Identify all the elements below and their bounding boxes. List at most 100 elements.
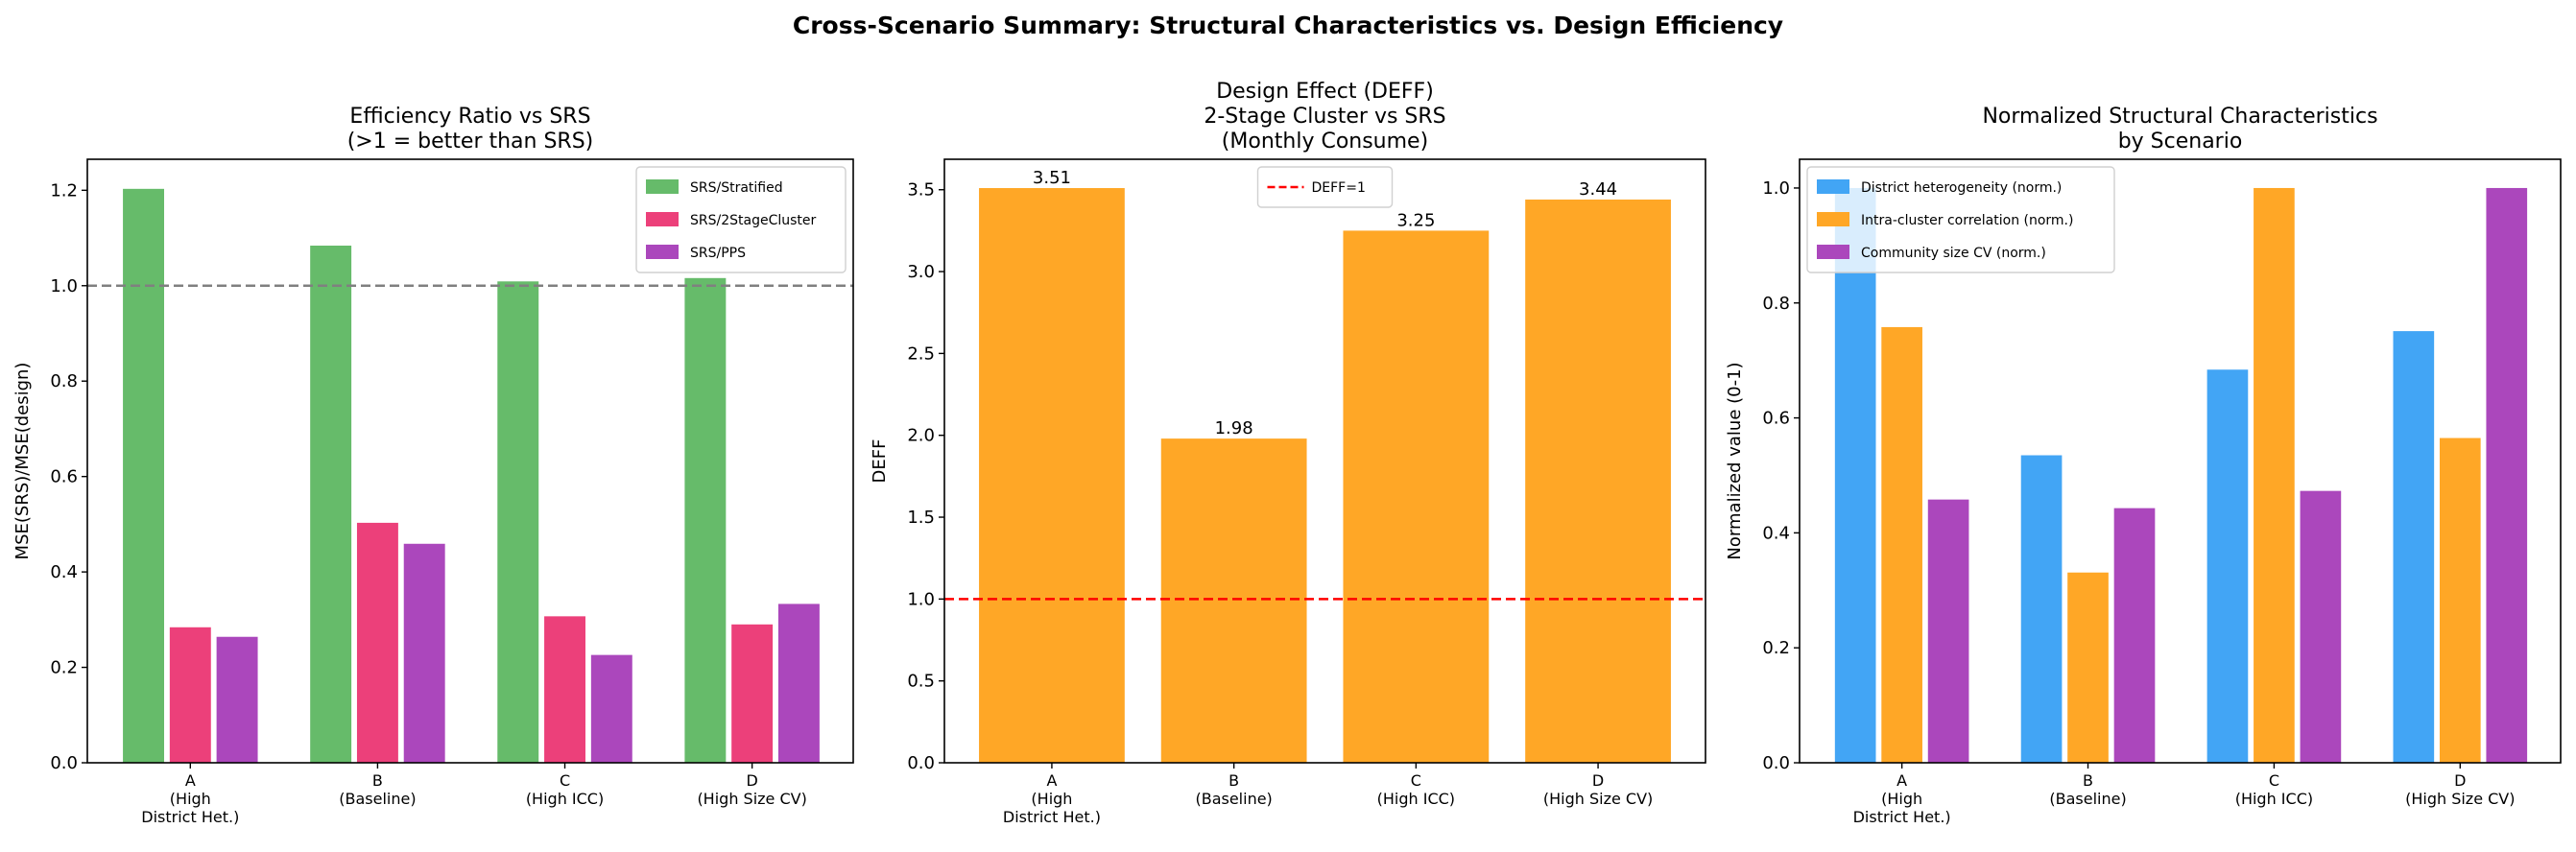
legend-swatch	[646, 245, 679, 259]
y-tick-label: 1.0	[50, 276, 78, 296]
axes-frame	[943, 158, 1706, 764]
bar	[2439, 438, 2481, 763]
legend-frame	[635, 166, 847, 273]
legend-swatch	[646, 212, 679, 226]
y-tick-label: 0.4	[50, 562, 78, 582]
bar	[497, 281, 539, 763]
bar	[1834, 187, 1876, 763]
subplot-3: Normalized Structural Characteristicsby …	[1725, 105, 2562, 826]
bar	[1160, 438, 1307, 763]
legend-swatch	[646, 179, 679, 194]
x-tick-label: (High Size CV)	[2405, 790, 2515, 808]
bar	[590, 654, 632, 763]
subplot-title: by Scenario	[2118, 130, 2243, 154]
y-tick-label: 1.0	[1762, 178, 1790, 199]
y-tick-label: 0.2	[50, 658, 78, 678]
bar	[169, 627, 211, 763]
data-label: 1.98	[1215, 418, 1253, 438]
bar	[1881, 326, 1922, 763]
y-axis-label: Normalized value (0-1)	[1725, 362, 1745, 559]
legend-label: District heterogeneity (norm.)	[1861, 180, 2062, 196]
bar	[1927, 499, 1969, 763]
subplot-2: Design Effect (DEFF)2-Stage Cluster vs S…	[870, 80, 1706, 826]
subplot-title: (>1 = better than SRS)	[347, 130, 594, 154]
legend-label: SRS/PPS	[690, 246, 746, 261]
data-label: 3.25	[1396, 210, 1435, 230]
x-tick-label: (High Size CV)	[697, 790, 806, 808]
y-tick-label: 0.6	[1762, 409, 1790, 429]
y-tick-label: 2.0	[907, 426, 935, 446]
bar	[123, 188, 164, 763]
x-tick-label: B	[372, 771, 383, 790]
y-axis-label: MSE(SRS)/MSE(design)	[12, 363, 33, 560]
subplot-title: Normalized Structural Characteristics	[1982, 105, 2377, 129]
bar	[216, 636, 258, 763]
y-tick-label: 0.4	[1762, 523, 1790, 543]
bar	[2067, 572, 2109, 763]
bar	[777, 604, 820, 763]
subplot-1: Efficiency Ratio vs SRS(>1 = better than…	[12, 105, 854, 826]
x-tick-label: C	[1411, 771, 1421, 790]
x-tick-label: A	[1896, 771, 1907, 790]
x-tick-label: C	[2269, 771, 2279, 790]
y-tick-label: 0.0	[50, 753, 78, 773]
subplot-title: 2-Stage Cluster vs SRS	[1204, 105, 1445, 129]
bar	[310, 245, 352, 763]
x-tick-label: D	[1592, 771, 1604, 790]
x-tick-label: D	[746, 771, 757, 790]
legend-frame	[1806, 166, 2115, 273]
legend-label: SRS/2StageCluster	[690, 213, 817, 228]
bar	[2113, 508, 2156, 763]
legend: SRS/Stratified SRS/2StageCluster SRS/PPS	[635, 166, 847, 273]
y-tick-label: 0.6	[50, 467, 78, 487]
legend-label: Community size CV (norm.)	[1861, 246, 2046, 261]
subplot-title: (Monthly Consume)	[1222, 130, 1428, 154]
bar	[2300, 490, 2342, 763]
axes-frame	[86, 158, 854, 764]
x-tick-label: District Het.)	[141, 808, 239, 826]
x-tick-label: (High ICC)	[2235, 790, 2313, 808]
bar	[2254, 187, 2295, 763]
x-tick-label: C	[560, 771, 570, 790]
y-tick-label: 0.8	[1762, 294, 1790, 314]
figure-title: Cross-Scenario Summary: Structural Chara…	[793, 12, 1783, 39]
axes-frame	[1799, 158, 2562, 764]
x-tick-label: (High Size CV)	[1543, 790, 1653, 808]
data-label: 3.51	[1033, 168, 1071, 188]
legend-label: Intra-cluster correlation (norm.)	[1861, 213, 2073, 228]
bar	[356, 522, 398, 763]
legend-swatch	[1817, 212, 1849, 226]
legend: District heterogeneity (norm.) Intra-clus…	[1806, 166, 2115, 273]
legend-label: SRS/Stratified	[690, 180, 783, 196]
y-tick-label: 2.5	[907, 343, 935, 364]
bar	[544, 616, 585, 763]
data-label: 3.44	[1579, 179, 1617, 200]
x-tick-label: District Het.)	[1853, 808, 1951, 826]
legend: DEFF=1	[1256, 166, 1394, 208]
bar	[403, 543, 445, 763]
y-tick-label: 0.5	[907, 672, 935, 692]
x-tick-label: (Baseline)	[1195, 790, 1272, 808]
y-tick-label: 0.2	[1762, 638, 1790, 658]
bar	[684, 277, 727, 763]
x-tick-label: A	[1046, 771, 1057, 790]
x-tick-label: (High	[1031, 790, 1072, 808]
y-tick-label: 0.0	[907, 753, 935, 773]
bar	[1525, 199, 1671, 764]
legend-swatch	[1817, 245, 1849, 259]
x-tick-label: (High ICC)	[1377, 790, 1455, 808]
x-tick-label: D	[2454, 771, 2466, 790]
bar	[2393, 331, 2435, 763]
x-tick-label: (Baseline)	[339, 790, 416, 808]
x-tick-label: (Baseline)	[2049, 790, 2126, 808]
x-tick-label: B	[1228, 771, 1239, 790]
x-tick-label: District Het.)	[1003, 808, 1101, 826]
y-tick-label: 1.0	[907, 589, 935, 609]
y-tick-label: 0.0	[1762, 753, 1790, 773]
x-tick-label: (High	[1881, 790, 1922, 808]
legend-frame	[1256, 166, 1394, 208]
bar	[2206, 369, 2249, 763]
y-tick-label: 0.8	[50, 371, 78, 391]
y-tick-label: 1.5	[907, 508, 935, 528]
bar	[731, 624, 774, 763]
